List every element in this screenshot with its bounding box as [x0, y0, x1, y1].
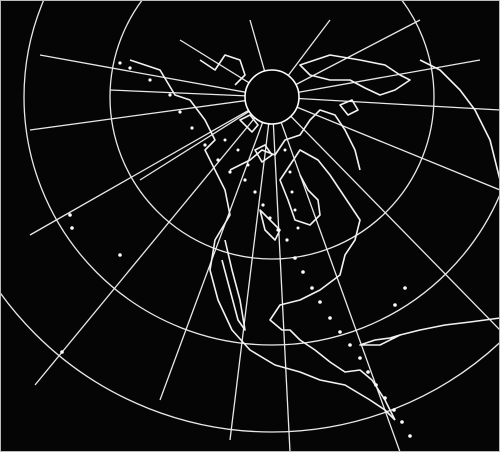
parallel	[23, 0, 500, 346]
pole-circle	[244, 69, 300, 125]
meridians	[29, 19, 500, 452]
parallel	[0, 291, 500, 433]
coastlines	[129, 54, 500, 421]
map-background	[0, 0, 500, 452]
frame-border	[0, 0, 500, 452]
parallel	[109, 0, 435, 260]
track-dots	[60, 61, 412, 438]
